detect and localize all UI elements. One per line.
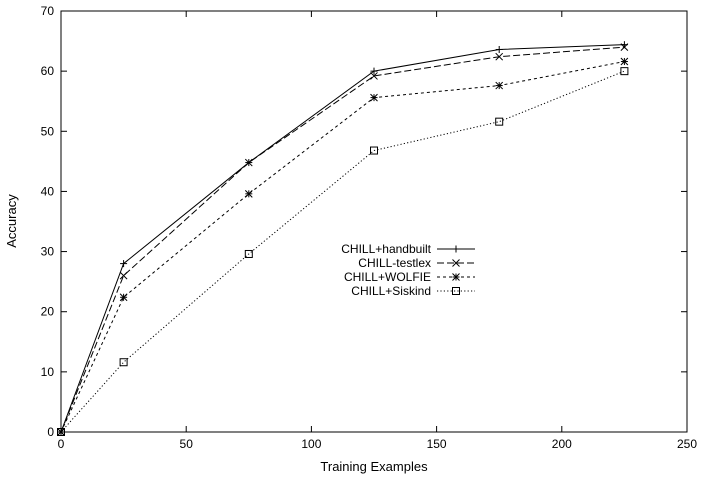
data-point-cross <box>370 72 378 80</box>
legend-marker <box>452 273 460 281</box>
data-point-cross <box>620 43 629 51</box>
x-tick-label: 150 <box>427 437 447 451</box>
legend-marker <box>452 259 460 267</box>
y-tick-label: 0 <box>47 425 54 439</box>
x-tick-label: 200 <box>552 437 572 451</box>
x-tick-label: 50 <box>180 437 194 451</box>
y-axis-label: Accuracy <box>4 194 19 248</box>
x-tick-label: 250 <box>677 437 697 451</box>
data-point-star <box>370 93 378 102</box>
data-point-square <box>57 428 65 436</box>
data-point-plus <box>370 67 378 75</box>
y-tick-label: 20 <box>41 305 55 319</box>
data-point-star <box>57 428 65 436</box>
y-tick-label: 50 <box>41 124 55 138</box>
plot-frame <box>60 10 688 433</box>
legend: CHILL+handbuiltCHILL-testlexCHILL+WOLFIE… <box>341 242 475 298</box>
series-line-4 <box>60 70 625 433</box>
data-point-star <box>495 81 504 90</box>
data-point-square <box>620 67 629 76</box>
series-line-1 <box>60 44 625 433</box>
y-tick-label: 30 <box>41 245 55 259</box>
data-point-star <box>620 57 629 66</box>
legend-label: CHILL+handbuilt <box>341 242 431 256</box>
x-axis-label: Training Examples <box>320 459 428 474</box>
legend-label: CHILL-testlex <box>358 256 431 270</box>
x-tick-label: 100 <box>301 437 321 451</box>
data-point-plus <box>120 260 128 268</box>
y-tick-label: 10 <box>41 365 55 379</box>
series-lines <box>60 44 625 433</box>
data-point-star <box>244 189 253 198</box>
legend-marker <box>452 287 460 295</box>
y-tick-label: 70 <box>41 4 55 18</box>
y-tick-label: 40 <box>41 184 55 198</box>
data-point-square <box>370 146 378 155</box>
x-tick-label: 0 <box>58 437 65 451</box>
legend-marker <box>452 245 460 253</box>
y-tick-label: 60 <box>41 64 55 78</box>
data-point-star <box>119 293 128 302</box>
axis-ticks: 0 50 100 150 200 250 0 10 20 30 40 50 60 70 <box>41 4 698 451</box>
data-point-square <box>119 358 128 367</box>
data-point-cross <box>495 52 504 61</box>
legend-label: CHILL+Siskind <box>351 284 431 298</box>
data-point-cross <box>244 158 253 167</box>
legend-label: CHILL+WOLFIE <box>344 270 431 284</box>
data-point-plus <box>495 45 503 53</box>
data-point-cross <box>119 271 128 280</box>
series-markers <box>57 41 629 436</box>
data-point-square <box>495 117 504 126</box>
data-point-square <box>244 249 253 258</box>
series-line-2 <box>60 46 625 433</box>
